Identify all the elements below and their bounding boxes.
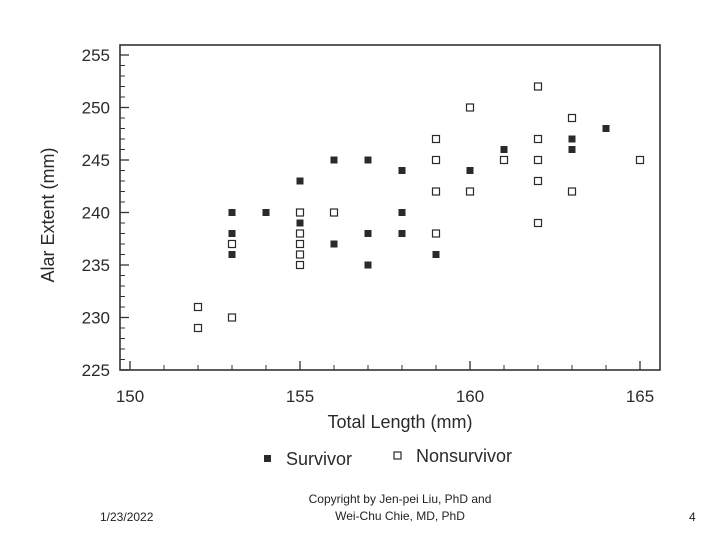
survivor-point	[466, 167, 474, 174]
survivor-point	[398, 167, 406, 174]
survivor-point	[568, 135, 576, 143]
nonsurvivor-point	[227, 313, 237, 322]
nonsurvivor-point	[533, 176, 543, 186]
nonsurvivor-point	[431, 155, 441, 165]
survivor-point	[228, 209, 236, 216]
survivor-point	[602, 125, 610, 132]
survivor-point	[296, 219, 304, 227]
footer-date: 1/23/2022	[100, 510, 154, 524]
nonsurvivor-point	[295, 239, 305, 249]
x-tick-label: 165	[626, 387, 654, 406]
y-tick-label: 225	[82, 361, 110, 380]
x-axis-title: Total Length (mm)	[327, 412, 472, 432]
nonsurvivor-point	[533, 134, 543, 144]
copyright-line-1: Copyright by Jen-pei Liu, PhD and	[308, 492, 492, 506]
nonsurvivor-point	[431, 134, 441, 144]
survivor-point	[364, 156, 372, 164]
nonsurvivor-point	[227, 239, 237, 249]
nonsurvivor-point	[533, 218, 543, 228]
y-tick-label: 255	[82, 46, 110, 65]
nonsurvivor-point	[635, 155, 645, 165]
survivor-point	[330, 240, 338, 248]
nonsurvivor-point	[295, 250, 305, 259]
nonsurvivor-point	[431, 187, 441, 196]
nonsurvivor-point	[295, 229, 305, 238]
x-tick-label: 150	[116, 387, 144, 406]
legend-survivor-label: Survivor	[286, 449, 352, 469]
nonsurvivor-point	[499, 155, 509, 165]
x-axis-ticks: 150 155 160 165	[116, 361, 654, 406]
legend-survivor-marker	[264, 455, 271, 462]
page-number: 4	[689, 510, 696, 524]
nonsurvivor-point	[295, 260, 305, 270]
nonsurvivor-point	[567, 187, 577, 196]
plot-frame	[119, 44, 661, 371]
survivor-point	[398, 209, 406, 216]
survivor-point	[568, 146, 576, 153]
survivor-point	[330, 156, 338, 164]
legend-nonsurvivor-marker	[393, 451, 402, 460]
x-tick-label: 155	[286, 387, 314, 406]
nonsurvivor-point	[465, 187, 475, 196]
survivor-point	[500, 146, 508, 153]
nonsurvivor-point	[533, 82, 543, 91]
footer-copyright: Copyright by Jen-pei Liu, PhD and Wei-Ch…	[260, 491, 540, 525]
survivor-point	[364, 230, 372, 237]
legend: Survivor Nonsurvivor	[264, 446, 512, 469]
nonsurvivor-point	[193, 323, 203, 333]
legend-nonsurvivor-label: Nonsurvivor	[416, 446, 512, 466]
survivor-point	[296, 177, 304, 185]
survivor-point	[398, 230, 406, 237]
x-tick-label: 160	[456, 387, 484, 406]
y-tick-label: 250	[82, 99, 110, 118]
survivor-point	[262, 209, 270, 216]
y-axis-ticks: 225 230 235 240 245 250 255	[82, 46, 129, 380]
survivor-point	[364, 261, 372, 269]
nonsurvivor-point	[431, 229, 441, 238]
survivor-point	[432, 251, 440, 258]
y-tick-label: 240	[82, 204, 110, 223]
nonsurvivor-point	[329, 208, 339, 217]
nonsurvivor-point	[295, 208, 305, 217]
nonsurvivor-point	[193, 302, 203, 312]
y-tick-label: 230	[82, 309, 110, 328]
copyright-line-2: Wei-Chu Chie, MD, PhD	[335, 509, 465, 523]
nonsurvivor-point	[465, 103, 475, 112]
nonsurvivor-point	[533, 155, 543, 165]
survivor-point	[228, 230, 236, 237]
data-points	[193, 82, 645, 333]
y-tick-label: 245	[82, 151, 110, 170]
nonsurvivor-point	[567, 113, 577, 123]
y-axis-title: Alar Extent (mm)	[38, 147, 58, 282]
y-tick-label: 235	[82, 256, 110, 275]
survivor-point	[228, 251, 236, 258]
